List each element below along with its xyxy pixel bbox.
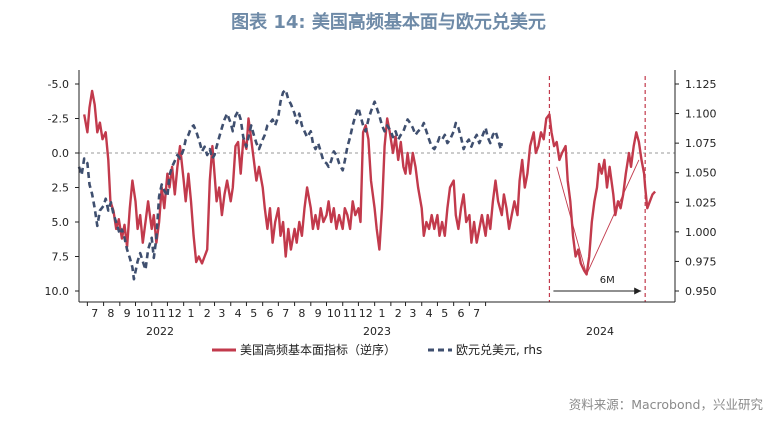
month-label: 1 xyxy=(378,307,385,320)
right-tick-label: 0.950 xyxy=(685,285,717,298)
month-label: 10 xyxy=(136,307,150,320)
right-tick-label: 0.975 xyxy=(685,255,717,268)
month-label: 7 xyxy=(91,307,98,320)
month-label: 8 xyxy=(298,307,305,320)
left-tick-label: -5.0 xyxy=(48,78,69,91)
month-label: 11 xyxy=(343,307,357,320)
arrow-head xyxy=(634,287,642,295)
right-tick-label: 1.100 xyxy=(685,108,717,121)
month-label: 5 xyxy=(441,307,448,320)
v-annotation-line-2 xyxy=(586,159,640,275)
month-label: 7 xyxy=(282,307,289,320)
month-label: 2 xyxy=(204,307,211,320)
left-tick-label: 5.0 xyxy=(52,216,70,229)
month-label: 12 xyxy=(359,307,373,320)
legend-label-eurusd: 欧元兑美元, rhs xyxy=(456,343,542,357)
month-label: 3 xyxy=(218,307,225,320)
month-label: 11 xyxy=(152,307,166,320)
chart-title: 图表 14: 美国高频基本面与欧元兑美元 xyxy=(231,12,546,33)
year-label: 2022 xyxy=(146,325,174,338)
month-label: 1 xyxy=(187,307,194,320)
month-label: 2 xyxy=(395,307,402,320)
arrow-label: 6M xyxy=(600,275,615,286)
legend-label-us-fundamentals: 美国高频基本面指标（逆序） xyxy=(240,342,396,357)
month-label: 6 xyxy=(266,307,273,320)
right-tick-label: 1.075 xyxy=(685,137,717,150)
axes-layer: -5.0 -2.5 0.0 2.5 5.0 7.5 10.0 1.125 1.100 1.075 1… xyxy=(45,70,717,338)
left-tick-label: 0.0 xyxy=(52,147,70,160)
month-label: 4 xyxy=(235,307,242,320)
series-line-us-fundamentals xyxy=(83,89,656,276)
month-label: 9 xyxy=(315,307,322,320)
month-label: 9 xyxy=(124,307,131,320)
series-line-eurusd xyxy=(77,88,504,281)
month-label: 8 xyxy=(107,307,114,320)
year-label: 2023 xyxy=(363,325,391,338)
left-tick-label: 7.5 xyxy=(52,251,70,264)
right-tick-label: 1.125 xyxy=(685,78,717,91)
left-tick-label: 2.5 xyxy=(52,182,70,195)
right-tick-label: 1.000 xyxy=(685,226,717,239)
year-label: 2024 xyxy=(586,325,614,338)
right-tick-label: 1.050 xyxy=(685,167,717,180)
month-label: 4 xyxy=(426,307,433,320)
chart-svg: 6M -5.0 -2.5 0.0 2.5 5.0 7.5 10.0 1.125 1.100 1.0… xyxy=(45,70,717,357)
month-label: 10 xyxy=(327,307,341,320)
left-tick-label: -2.5 xyxy=(48,113,69,126)
right-tick-label: 1.025 xyxy=(685,196,717,209)
month-label: 3 xyxy=(409,307,416,320)
month-label: 7 xyxy=(473,307,480,320)
source-note: 资料来源：Macrobond，兴业研究 xyxy=(568,397,763,412)
left-tick-label: 10.0 xyxy=(45,285,70,298)
series-layer xyxy=(77,88,656,281)
month-label: 5 xyxy=(250,307,257,320)
month-label: 12 xyxy=(168,307,182,320)
legend: 美国高频基本面指标（逆序） 欧元兑美元, rhs xyxy=(212,342,542,357)
month-label: 6 xyxy=(457,307,464,320)
